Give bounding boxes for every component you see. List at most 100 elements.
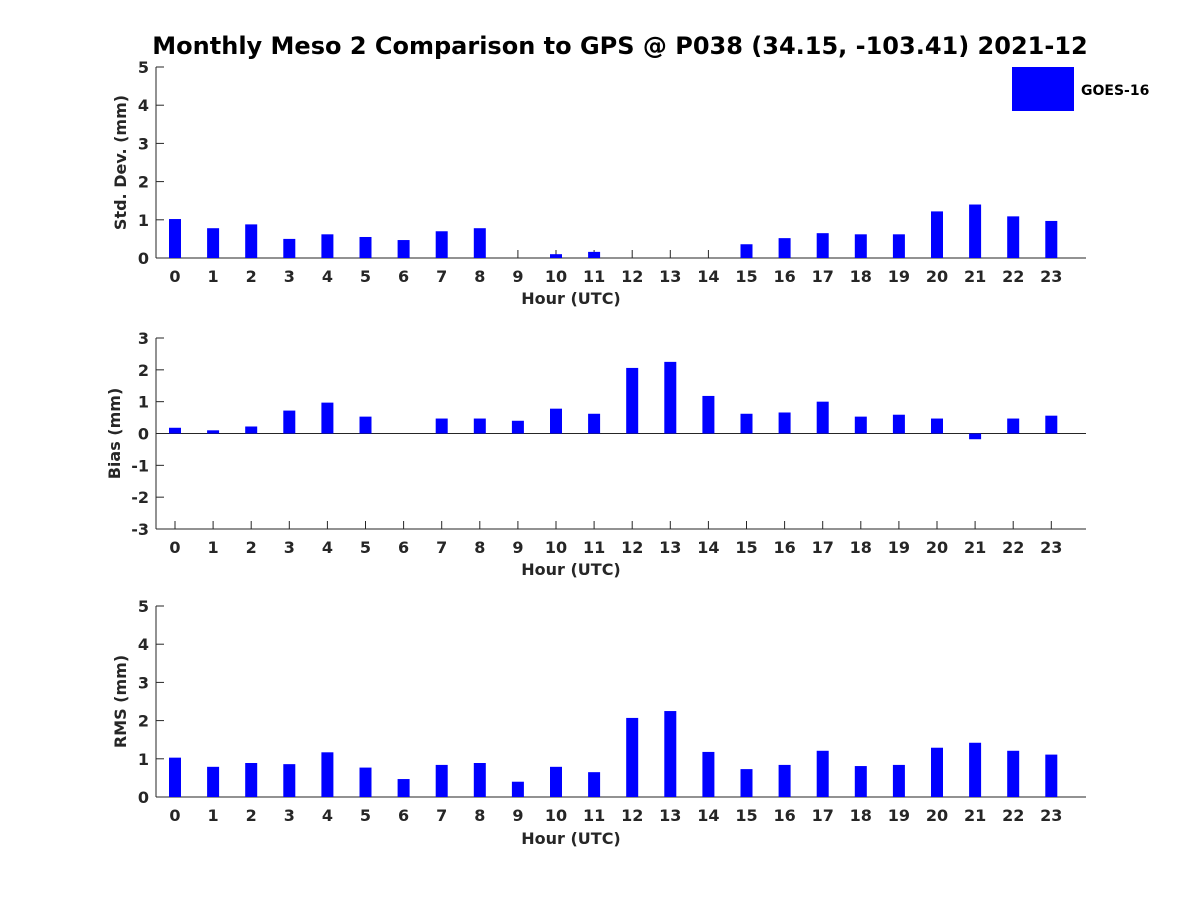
x-tick-label: 13 bbox=[659, 267, 681, 286]
x-tick-label: 22 bbox=[1002, 806, 1024, 825]
x-tick-label: 21 bbox=[964, 267, 986, 286]
bar-hour-19 bbox=[892, 764, 905, 797]
x-tick-label: 0 bbox=[169, 267, 180, 286]
x-tick-label: 5 bbox=[360, 806, 371, 825]
x-tick-label: 21 bbox=[964, 538, 986, 557]
bar-hour-22 bbox=[1007, 750, 1020, 797]
x-tick-label: 19 bbox=[888, 806, 910, 825]
bar-hour-2 bbox=[245, 426, 258, 434]
bar-hour-15 bbox=[740, 413, 753, 434]
x-tick-label: 3 bbox=[284, 806, 295, 825]
bar-hour-12 bbox=[626, 717, 639, 797]
bar-hour-23 bbox=[1045, 754, 1058, 797]
bar-hour-2 bbox=[245, 763, 258, 797]
x-tick-label: 8 bbox=[474, 806, 485, 825]
bar-hour-21 bbox=[969, 204, 982, 258]
bar-hour-7 bbox=[435, 764, 448, 797]
bar-hour-17 bbox=[816, 233, 829, 258]
bar-hour-11 bbox=[588, 772, 601, 797]
x-tick-label: 8 bbox=[474, 267, 485, 286]
y-tick-label: 4 bbox=[138, 635, 149, 654]
x-tick-label: 15 bbox=[735, 806, 757, 825]
y-axis-label: Std. Dev. (mm) bbox=[111, 95, 130, 230]
bar-hour-12 bbox=[626, 367, 639, 434]
x-tick-label: 20 bbox=[926, 806, 948, 825]
x-tick-label: 4 bbox=[322, 267, 333, 286]
x-tick-label: 17 bbox=[812, 267, 834, 286]
bar-hour-5 bbox=[359, 416, 372, 434]
x-tick-label: 6 bbox=[398, 538, 409, 557]
x-tick-label: 9 bbox=[512, 538, 523, 557]
bar-hour-21 bbox=[969, 742, 982, 797]
y-tick-label: 1 bbox=[138, 393, 149, 412]
bar-hour-19 bbox=[892, 234, 905, 258]
y-tick-label: 0 bbox=[138, 249, 149, 268]
y-tick-label: 0 bbox=[138, 425, 149, 444]
y-tick-label: -1 bbox=[131, 456, 149, 475]
bar-hour-21 bbox=[969, 433, 982, 440]
bar-hour-3 bbox=[283, 238, 296, 258]
bar-hour-10 bbox=[550, 254, 562, 258]
legend-label-goes-16: GOES-16 bbox=[1081, 83, 1149, 99]
bar-hour-6 bbox=[397, 779, 410, 797]
x-tick-label: 10 bbox=[545, 538, 567, 557]
x-tick-label: 11 bbox=[583, 538, 605, 557]
y-tick-label: 2 bbox=[138, 361, 149, 380]
bar-hour-14 bbox=[702, 751, 715, 797]
x-tick-label: 18 bbox=[850, 806, 872, 825]
bar-hour-14 bbox=[702, 395, 715, 434]
bar-hour-4 bbox=[321, 402, 334, 434]
x-tick-label: 12 bbox=[621, 267, 643, 286]
bar-hour-17 bbox=[816, 401, 829, 434]
bar-hour-13 bbox=[664, 711, 677, 797]
x-tick-label: 20 bbox=[926, 267, 948, 286]
y-tick-label: -3 bbox=[131, 520, 149, 539]
x-tick-label: 2 bbox=[246, 267, 257, 286]
bar-hour-16 bbox=[778, 412, 791, 434]
y-tick-label: 5 bbox=[138, 597, 149, 616]
x-tick-label: 18 bbox=[850, 538, 872, 557]
x-tick-label: 16 bbox=[773, 538, 795, 557]
x-tick-label: 6 bbox=[398, 267, 409, 286]
x-tick-label: 9 bbox=[512, 806, 523, 825]
x-tick-label: 2 bbox=[246, 538, 257, 557]
bar-hour-8 bbox=[473, 228, 486, 258]
x-tick-label: 0 bbox=[169, 806, 180, 825]
x-tick-label: 12 bbox=[621, 538, 643, 557]
bar-hour-5 bbox=[359, 236, 372, 258]
x-tick-label: 1 bbox=[208, 538, 219, 557]
legend-swatch-goes-16 bbox=[1012, 67, 1074, 111]
bar-hour-9 bbox=[511, 781, 524, 797]
x-tick-label: 23 bbox=[1040, 538, 1062, 557]
x-tick-label: 23 bbox=[1040, 267, 1062, 286]
x-tick-label: 0 bbox=[169, 538, 180, 557]
bar-hour-7 bbox=[435, 231, 448, 258]
y-tick-label: 3 bbox=[138, 134, 149, 153]
x-tick-label: 20 bbox=[926, 538, 948, 557]
bar-hour-5 bbox=[359, 767, 372, 797]
x-tick-label: 15 bbox=[735, 267, 757, 286]
y-tick-label: 4 bbox=[138, 96, 149, 115]
bar-hour-22 bbox=[1007, 418, 1020, 434]
bar-hour-23 bbox=[1045, 220, 1058, 258]
x-tick-label: 1 bbox=[208, 806, 219, 825]
x-tick-label: 17 bbox=[812, 538, 834, 557]
bar-hour-1 bbox=[207, 228, 220, 258]
bar-hour-16 bbox=[778, 238, 791, 258]
x-tick-label: 23 bbox=[1040, 806, 1062, 825]
x-axis-label: Hour (UTC) bbox=[521, 560, 621, 579]
x-tick-label: 5 bbox=[360, 267, 371, 286]
x-tick-label: 3 bbox=[284, 538, 295, 557]
bar-hour-23 bbox=[1045, 415, 1058, 434]
bar-hour-20 bbox=[931, 211, 943, 258]
bar-hour-20 bbox=[931, 747, 943, 797]
y-tick-label: 0 bbox=[138, 788, 149, 807]
y-tick-label: 3 bbox=[138, 673, 149, 692]
y-axis-label: Bias (mm) bbox=[105, 388, 124, 480]
y-tick-label: 1 bbox=[138, 211, 149, 230]
bar-hour-10 bbox=[550, 408, 562, 434]
